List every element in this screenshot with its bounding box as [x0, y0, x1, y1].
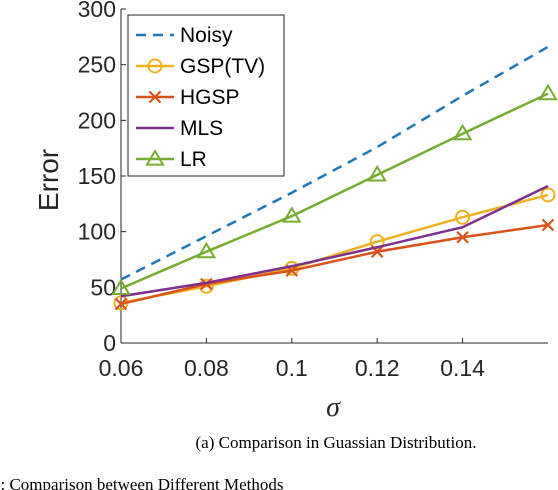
x-tick-label: 0.12 [355, 355, 400, 381]
legend-label: MLS [180, 117, 223, 140]
data-point [540, 187, 556, 203]
series-line [120, 193, 549, 305]
series-noisy [120, 45, 549, 281]
series-line [120, 45, 549, 281]
marker-stroke [541, 218, 555, 232]
data-point [282, 206, 302, 223]
series-line [120, 184, 549, 298]
data-point [452, 123, 473, 141]
marker-stroke [114, 297, 128, 311]
figure-footer-text: 1: Comparison between Different Methods [0, 475, 283, 490]
legend-item-hgsp: HGSP [136, 86, 240, 109]
series-mls [120, 184, 549, 298]
data-point [111, 278, 131, 296]
marker-stroke [285, 264, 299, 277]
legend-label: GSP(TV) [180, 55, 265, 78]
series-layer [111, 45, 558, 311]
x-axis-label: σ [326, 392, 341, 423]
figure-caption: (a) Comparison in Guassian Distribution. [196, 433, 477, 452]
legend: Noisy GSP(TV) HGSP MLS LR [127, 14, 285, 177]
legend-item-gsp-tv-: GSP(TV) [136, 55, 265, 78]
legend-item-lr: LR [136, 148, 207, 171]
legend-label: HGSP [180, 86, 240, 109]
x-tick-label: 0.14 [440, 355, 485, 381]
x-tick-label: 0.08 [184, 355, 229, 381]
legend-label: LR [180, 148, 207, 171]
marker-stroke [148, 90, 162, 104]
axes: 0 50 100 150 200 250 300 0.06 0.08 0.1 0.12 0.14 [78, 0, 548, 381]
y-tick-label: 100 [78, 219, 116, 245]
y-axis-label: Error [33, 149, 64, 211]
y-tick-label: 200 [78, 107, 116, 133]
series-lr [111, 83, 558, 296]
series-line [120, 92, 549, 290]
y-tick-label: 50 [90, 274, 116, 300]
data-point [456, 230, 469, 244]
legend-marker [148, 90, 162, 104]
marker-stroke [370, 245, 384, 258]
data-point [196, 241, 217, 259]
data-point [538, 83, 558, 101]
data-point [114, 297, 128, 311]
legend-marker [147, 58, 163, 74]
y-tick-label: 250 [78, 52, 116, 78]
y-tick-label: 150 [78, 163, 116, 189]
data-point [455, 209, 471, 225]
legend-item-mls: MLS [136, 117, 223, 140]
legend-label: Noisy [180, 24, 233, 47]
data-point [541, 218, 555, 232]
x-tick-label: 0.06 [99, 355, 144, 381]
y-tick-label: 0 [103, 330, 116, 356]
marker-stroke [456, 230, 469, 244]
series-line [120, 223, 549, 306]
x-tick-label: 0.1 [276, 355, 308, 381]
data-point [367, 164, 387, 182]
legend-item-noisy: Noisy [136, 24, 233, 47]
y-tick-label: 300 [78, 0, 116, 22]
legend-marker [145, 149, 165, 166]
